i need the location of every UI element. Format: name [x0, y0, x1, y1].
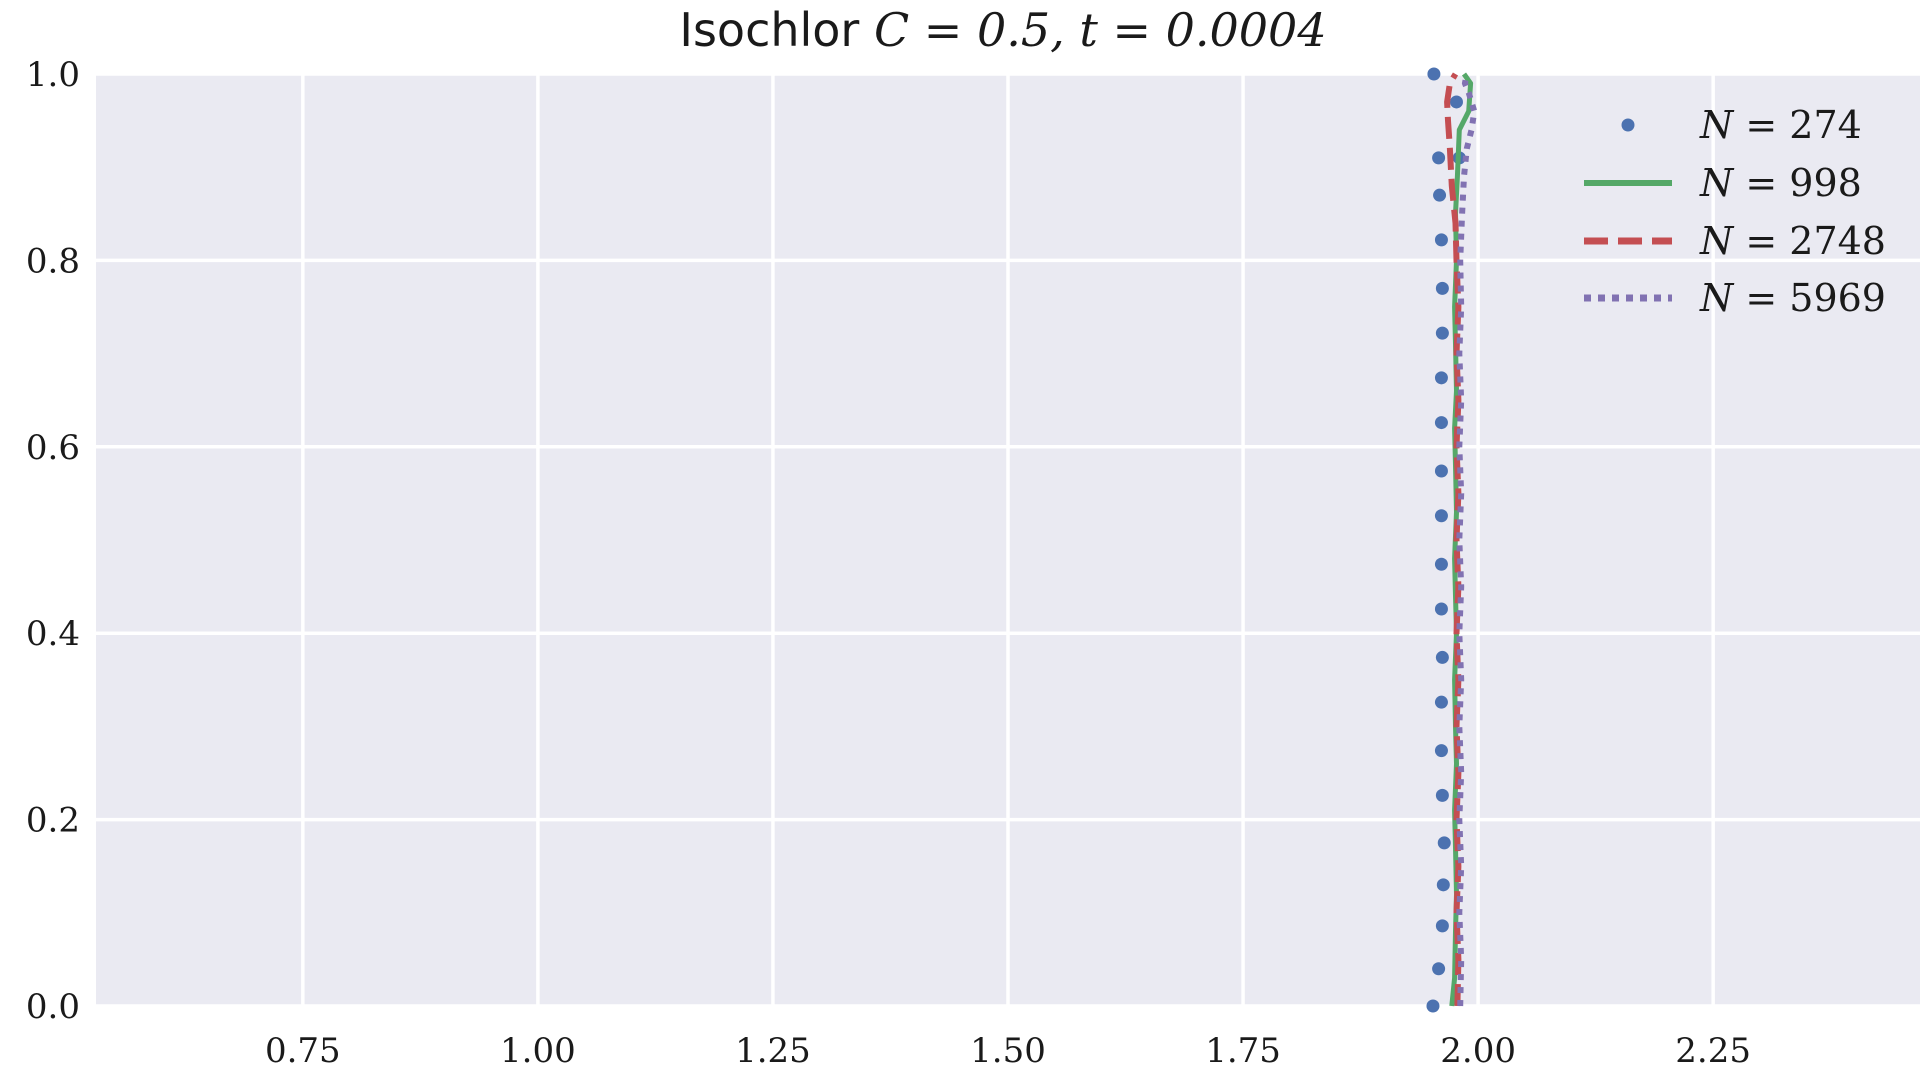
series-274-point — [1432, 962, 1446, 976]
grid-lines — [96, 72, 1920, 1008]
series-274-point — [1434, 233, 1448, 247]
x-tick-label: 0.75 — [265, 1031, 341, 1071]
series-274-point — [1435, 281, 1449, 295]
series-274-point — [1436, 878, 1450, 892]
series-274-point — [1434, 695, 1448, 709]
series-274-point — [1437, 836, 1451, 850]
x-tick-label: 1.00 — [500, 1031, 576, 1071]
series-274-point — [1435, 788, 1449, 802]
series-274-point — [1432, 151, 1446, 165]
y-tick-label: 0.0 — [26, 987, 80, 1027]
chart-title: Isochlor C = 0.5, t = 0.0004 — [679, 3, 1326, 57]
series-274-point — [1434, 416, 1448, 430]
x-tick-label: 1.75 — [1205, 1031, 1281, 1071]
series-274-point — [1427, 67, 1441, 81]
series-274-point — [1435, 650, 1449, 664]
x-tick-label: 1.25 — [735, 1031, 811, 1071]
legend-label-998: N = 998 — [1699, 161, 1862, 205]
tick-labels: 0.75 1.00 1.25 1.50 1.75 2.00 2.25 0.0 0.2 0.4 0.6… — [26, 55, 1751, 1071]
legend-entry-998: N = 998 — [1584, 161, 1862, 205]
series-274-point — [1435, 919, 1449, 933]
legend: N = 274 N = 998 N = 2748 N = 5969 — [1584, 103, 1886, 320]
series-274-point — [1434, 464, 1448, 478]
y-tick-label: 0.6 — [26, 428, 80, 468]
legend-label-274: N = 274 — [1699, 103, 1862, 147]
legend-label-2748: N = 2748 — [1699, 219, 1886, 263]
x-tick-label: 2.25 — [1675, 1031, 1751, 1071]
series-274-point — [1435, 326, 1449, 340]
series-lines — [1426, 67, 1478, 1013]
series-274-point — [1434, 371, 1448, 385]
series-274-point — [1449, 95, 1463, 109]
series-274-point — [1434, 602, 1448, 616]
x-tick-label: 1.50 — [970, 1031, 1046, 1071]
y-tick-label: 0.2 — [26, 801, 80, 841]
series-274-point — [1434, 509, 1448, 523]
y-tick-label: 0.4 — [26, 614, 80, 654]
x-tick-label: 2.00 — [1440, 1031, 1516, 1071]
series-274-point — [1434, 557, 1448, 571]
chart-title-word: Isochlor — [679, 3, 859, 57]
y-tick-label: 1.0 — [26, 55, 80, 95]
legend-entry-5969: N = 5969 — [1584, 276, 1886, 320]
y-tick-label: 0.8 — [26, 241, 80, 281]
series-274-point — [1434, 744, 1448, 758]
series-5969-line — [1456, 73, 1478, 1007]
legend-entry-2748: N = 2748 — [1584, 219, 1886, 263]
chart-title-math: C = 0.5, t = 0.0004 — [874, 3, 1327, 57]
legend-entry-274: N = 274 — [1621, 103, 1862, 147]
legend-marker-274 — [1621, 118, 1635, 132]
series-274-point — [1433, 188, 1447, 202]
series-274-point — [1426, 999, 1440, 1013]
legend-label-5969: N = 5969 — [1699, 276, 1886, 320]
